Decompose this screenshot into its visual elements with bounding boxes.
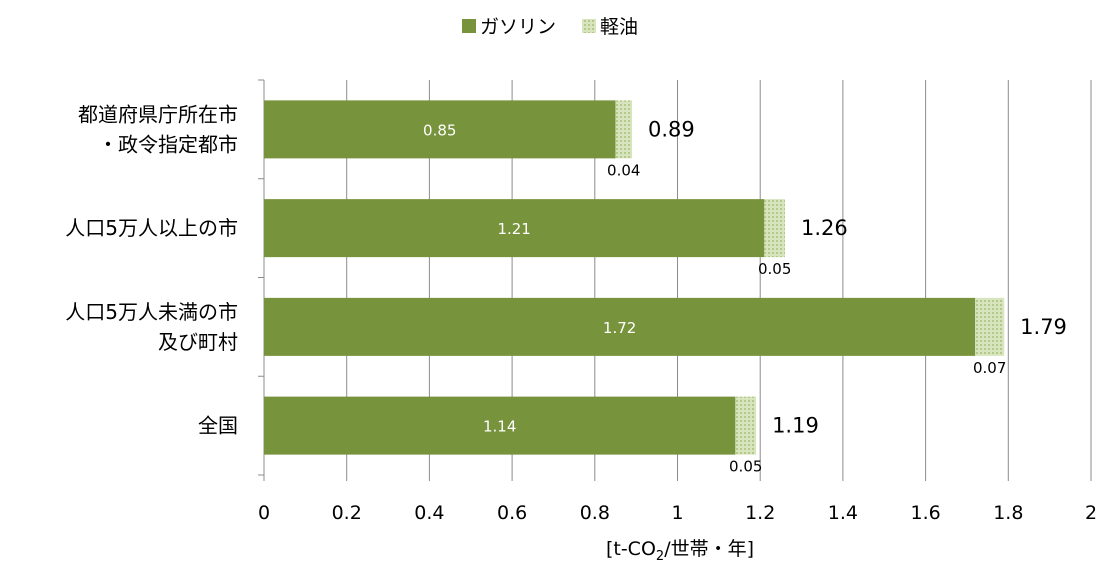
x-tick-label: 0.2	[332, 502, 362, 524]
bar-diesel	[764, 199, 786, 258]
bar-diesel	[975, 297, 1005, 356]
data-label-diesel: 0.05	[758, 260, 791, 278]
x-tick-label: 0.6	[497, 502, 527, 524]
x-tick-label: 1.6	[910, 502, 940, 524]
x-tick-label: 0.4	[414, 502, 444, 524]
bar-gasoline	[264, 199, 765, 258]
data-label-gasoline: 1.21	[497, 220, 530, 238]
legend-swatch-gasoline	[462, 19, 476, 33]
data-label-gasoline: 1.14	[483, 418, 516, 436]
x-tick-label: 1.2	[745, 502, 775, 524]
labels: 0 0.2 0.4 0.6 0.8 1 1.2 1.4 1.6 1.8 2 0.85 0.04 0.89 都…	[65, 102, 1097, 524]
x-tick-label: 0	[258, 502, 270, 524]
x-tick-label: 2	[1085, 502, 1097, 524]
data-label-gasoline: 1.72	[603, 319, 636, 337]
legend-label-diesel: 軽油	[600, 16, 638, 38]
x-tick-label: 0.8	[580, 502, 610, 524]
category-label: 人口5万人未満の市及び町村	[65, 300, 238, 354]
total-label: 1.26	[801, 216, 848, 240]
x-tick-label: 1.4	[828, 502, 858, 524]
category-label: 全国	[198, 414, 238, 438]
total-label: 1.19	[772, 414, 819, 438]
bar-gasoline	[264, 100, 616, 159]
total-label: 1.79	[1020, 315, 1067, 339]
x-tick-label: 1.8	[993, 502, 1023, 524]
bar-gasoline	[264, 297, 976, 356]
data-label-diesel: 0.05	[729, 458, 762, 476]
data-label-diesel: 0.04	[607, 161, 640, 179]
legend-label-gasoline: ガソリン	[480, 16, 556, 38]
legend: ガソリン 軽油	[462, 16, 638, 38]
bar-gasoline	[264, 396, 736, 455]
legend-swatch-diesel	[582, 19, 596, 33]
total-label: 0.89	[648, 117, 695, 141]
bar-diesel	[615, 100, 633, 159]
x-tick-label: 1	[671, 502, 683, 524]
data-label-gasoline: 0.85	[423, 121, 456, 139]
category-label: 都道府県庁所在市・政令指定都市	[78, 102, 238, 156]
bars	[264, 100, 1005, 455]
bar-diesel	[735, 396, 757, 455]
data-label-diesel: 0.07	[973, 359, 1006, 377]
x-axis-title: [t-CO2/世帯・年]	[606, 538, 754, 564]
category-label: 人口5万人以上の市	[65, 216, 238, 240]
